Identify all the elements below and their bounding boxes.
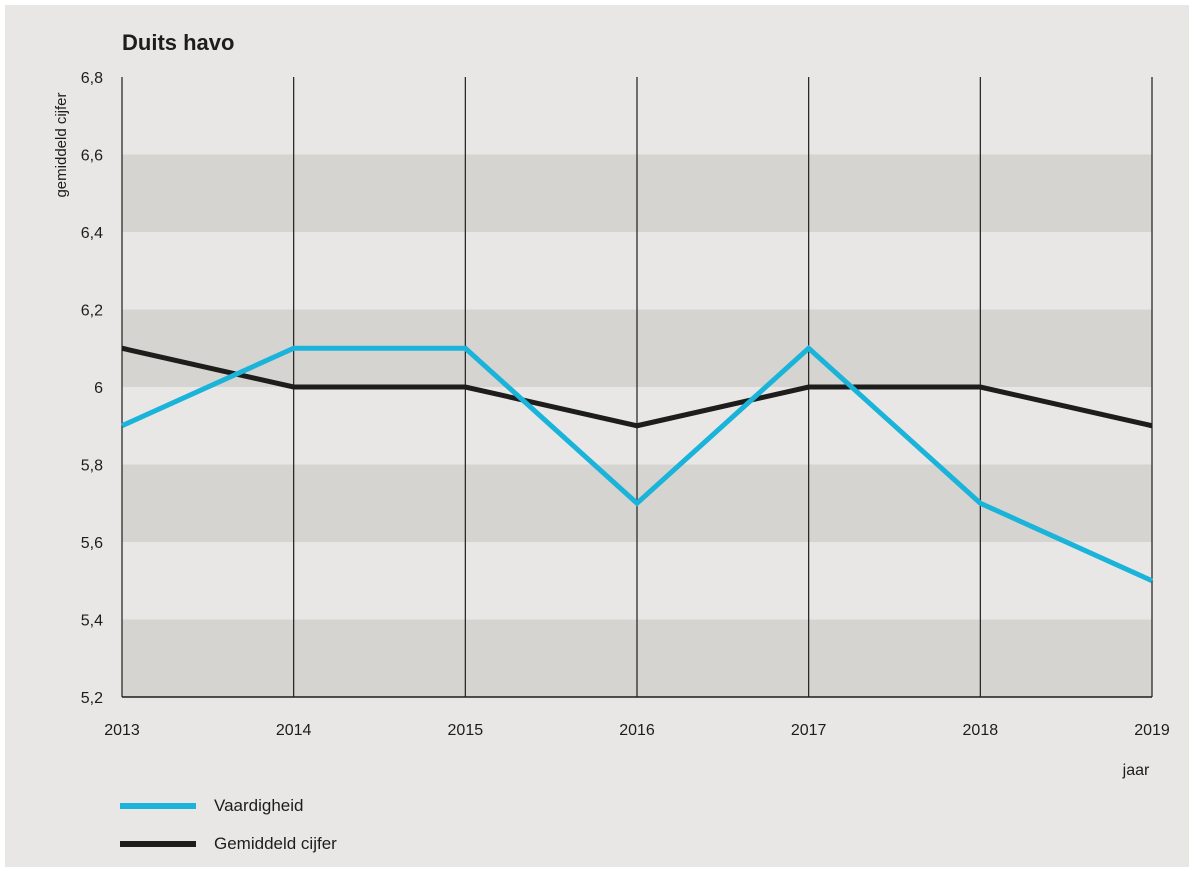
chart-panel <box>5 5 1189 867</box>
x-tick-label: 2016 <box>619 722 655 739</box>
x-tick-label: 2017 <box>791 722 827 739</box>
y-tick-label: 5,6 <box>81 535 103 552</box>
y-tick-label: 6 <box>94 380 103 397</box>
legend-label-gemiddeld-cijfer: Gemiddeld cijfer <box>214 834 337 853</box>
legend: Vaardigheid Gemiddeld cijfer <box>120 792 337 868</box>
x-tick-label: 2015 <box>448 722 484 739</box>
x-tick-labels: 2013 2014 2015 2016 2017 2018 2019 <box>104 722 1170 739</box>
x-axis-label: jaar <box>1122 762 1150 779</box>
y-tick-label: 5,2 <box>81 690 103 707</box>
y-tick-label: 6,2 <box>81 303 103 320</box>
y-tick-label: 5,8 <box>81 458 103 475</box>
x-tick-label: 2013 <box>104 722 140 739</box>
legend-item-vaardigheid: Vaardigheid <box>120 792 337 820</box>
y-tick-label: 6,6 <box>81 148 103 165</box>
x-tick-label: 2014 <box>276 722 312 739</box>
vertical-gridlines <box>121 77 1153 697</box>
y-tick-label: 5,4 <box>81 613 103 630</box>
series-lines <box>120 344 1154 584</box>
y-tick-labels: 5,2 5,4 5,6 5,8 6 6,2 6,4 6,6 6,8 <box>81 70 103 707</box>
chart-title: Duits havo <box>122 30 235 55</box>
y-tick-label: 6,4 <box>81 225 103 242</box>
y-tick-label: 6,8 <box>81 70 103 87</box>
y-axis-label: gemiddeld cijfer <box>53 92 70 197</box>
legend-swatch-vaardigheid <box>120 803 196 809</box>
x-tick-label: 2018 <box>963 722 999 739</box>
legend-label-vaardigheid: Vaardigheid <box>214 796 304 815</box>
legend-item-gemiddeld-cijfer: Gemiddeld cijfer <box>120 830 337 858</box>
legend-swatch-gemiddeld-cijfer <box>120 841 196 847</box>
x-tick-label: 2019 <box>1134 722 1170 739</box>
